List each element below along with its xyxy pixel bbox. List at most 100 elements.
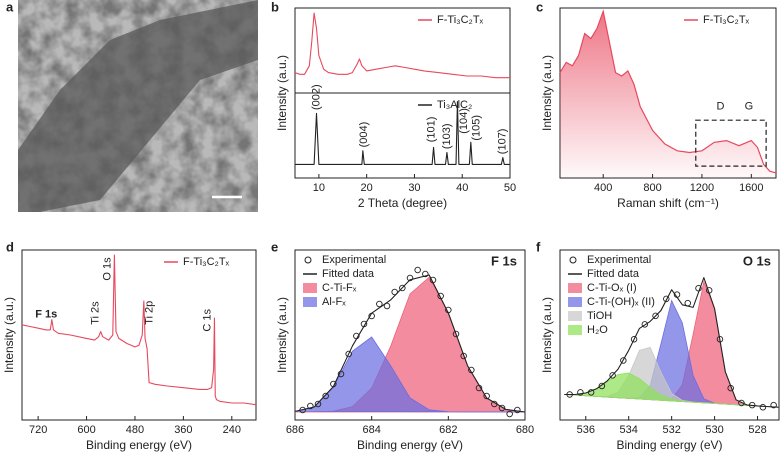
legend-label: Fitted data <box>322 268 375 280</box>
x-tick-label: 536 <box>577 424 595 436</box>
data-point <box>422 270 429 278</box>
plot-frame <box>559 249 780 421</box>
x-axis-label: Raman shift (cm⁻¹) <box>617 196 719 210</box>
panel-label: d <box>6 239 14 254</box>
data-point <box>506 410 513 418</box>
y-axis-label: Intensity (a.u.) <box>2 297 16 373</box>
data-point <box>630 336 638 343</box>
annotation: (103) <box>441 123 453 149</box>
x-tick-label: 240 <box>223 424 241 436</box>
legend-swatch <box>303 283 317 293</box>
series-line <box>294 12 510 79</box>
annotation: (002) <box>310 84 322 110</box>
x-tick-label: 534 <box>620 424 638 436</box>
x-axis-label: Binding energy (eV) <box>616 438 722 452</box>
x-tick-label: 360 <box>174 424 192 436</box>
x-tick-label: 600 <box>77 424 95 436</box>
highlight-box <box>695 119 767 167</box>
panel-label: a <box>6 0 14 14</box>
data-point <box>391 288 398 296</box>
data-point <box>414 266 421 274</box>
data-point <box>620 357 627 364</box>
x-tick-label: 682 <box>439 424 457 436</box>
annotation: (104) <box>458 108 470 134</box>
legend-label: C-Ti-Oₓ (I) <box>587 282 637 294</box>
legend-swatch <box>568 325 582 335</box>
x-tick-label: 1200 <box>690 182 714 194</box>
legend-label: F-Ti₃C₂Tₓ <box>437 14 484 26</box>
annotation: C 1s <box>201 308 213 331</box>
x-tick-label: 720 <box>29 424 47 436</box>
data-point <box>483 392 490 400</box>
legend-swatch <box>568 311 582 321</box>
x-tick-label: 680 <box>516 424 534 436</box>
data-point <box>399 284 406 292</box>
legend-label: Al-Fₓ <box>322 296 346 308</box>
x-tick-label: 30 <box>408 182 420 194</box>
x-tick-label: 50 <box>504 182 516 194</box>
data-point <box>376 300 383 308</box>
legend-label: Fitted data <box>587 268 640 280</box>
annotation: (004) <box>358 122 370 148</box>
legend-label: C-Ti-(OH)ₓ (II) <box>587 296 655 308</box>
data-point <box>598 382 606 390</box>
data-point <box>345 350 352 358</box>
data-point <box>452 330 460 338</box>
legend-label: Experimental <box>322 254 386 266</box>
x-tick-label: 10 <box>313 182 325 194</box>
data-point <box>770 401 777 409</box>
data-point <box>641 321 649 328</box>
x-tick-label: 400 <box>594 182 612 194</box>
legend-label: H₂O <box>587 324 608 336</box>
legend-label: F-Ti₃C₂Tₓ <box>703 14 750 26</box>
x-tick-label: 686 <box>286 424 304 436</box>
data-point <box>609 372 616 379</box>
legend-label: F-Ti₃C₂Tₓ <box>183 256 230 268</box>
legend-marker <box>569 256 577 264</box>
data-point <box>577 389 584 396</box>
x-axis-label: 2 Theta (degree) <box>358 196 447 210</box>
panel-label: b <box>271 0 279 14</box>
x-tick-label: 20 <box>361 182 373 194</box>
data-point <box>759 404 767 411</box>
chart-title: O 1s <box>743 253 771 268</box>
data-point <box>307 402 314 410</box>
annotation: F 1s <box>35 309 57 321</box>
y-axis-label: Intensity (a.u.) <box>540 55 554 131</box>
panel-label: f <box>536 239 541 254</box>
annotation: Ti 2s <box>89 301 101 325</box>
legend-marker <box>304 256 312 264</box>
data-point <box>514 406 521 414</box>
data-point <box>406 274 414 282</box>
annotation: Ti 2p <box>143 301 155 325</box>
legend-label: TiOH <box>587 310 612 322</box>
data-point <box>322 392 329 400</box>
series-line <box>295 100 510 165</box>
annotation: D <box>716 101 724 113</box>
annotation: (105) <box>470 115 482 141</box>
x-axis-label: Binding energy (eV) <box>357 438 463 452</box>
annotation: (107) <box>497 129 509 155</box>
x-tick-label: 800 <box>643 182 661 194</box>
y-axis-label: Intensity (a.u.) <box>540 297 554 373</box>
data-point <box>314 400 322 408</box>
x-tick-label: 528 <box>748 424 766 436</box>
annotation: (101) <box>426 117 438 143</box>
x-tick-label: 530 <box>705 424 723 436</box>
plot-frame <box>294 249 526 421</box>
plot-frame <box>21 249 257 421</box>
legend-swatch <box>568 297 582 307</box>
x-tick-label: 480 <box>126 424 144 436</box>
y-axis-label: Intensity (a.u.) <box>275 297 289 373</box>
area-line <box>559 9 777 174</box>
x-tick-label: 532 <box>662 424 680 436</box>
annotation: G <box>745 101 754 113</box>
chart-title: F 1s <box>491 253 517 268</box>
data-point <box>460 352 467 360</box>
data-point <box>383 302 391 310</box>
legend-label: Experimental <box>587 254 651 266</box>
series-line <box>294 274 526 413</box>
legend-label: C-Ti-Fₓ <box>322 282 357 294</box>
